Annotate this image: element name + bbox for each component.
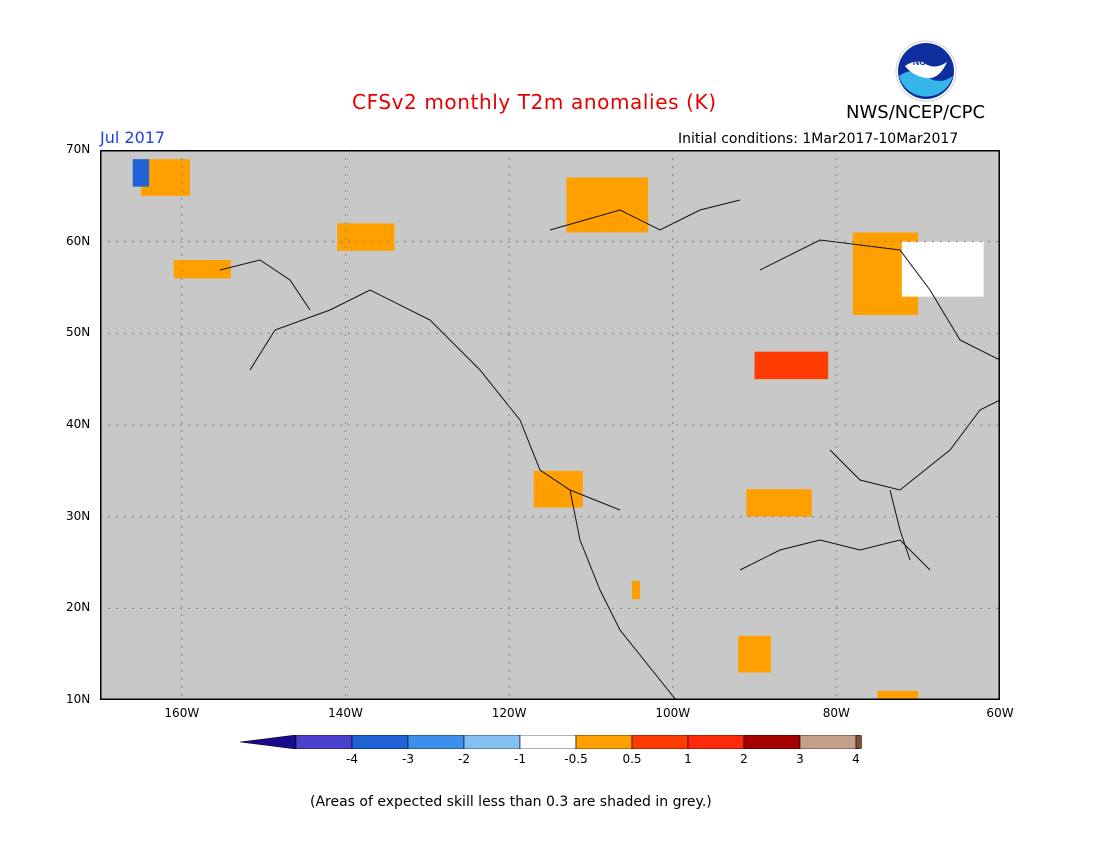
chart-title: CFSv2 monthly T2m anomalies (K) bbox=[352, 90, 717, 114]
anomaly-region bbox=[140, 159, 190, 196]
colorbar-label: 3 bbox=[796, 752, 804, 766]
anomaly-region bbox=[533, 470, 583, 508]
coastline bbox=[759, 239, 1000, 361]
anomaly-region bbox=[738, 635, 771, 673]
initial-conditions: Initial conditions: 1Mar2017-10Mar2017 bbox=[678, 131, 959, 147]
longitude-label: 80W bbox=[822, 706, 850, 720]
longitude-label: 160W bbox=[164, 706, 200, 720]
colorbar-label: 4 bbox=[852, 752, 860, 766]
coastline bbox=[249, 289, 621, 511]
agency-label: NWS/NCEP/CPC bbox=[846, 102, 986, 123]
anomaly-region bbox=[173, 260, 231, 279]
colorbar-segment bbox=[687, 735, 745, 749]
longitude-label: 120W bbox=[491, 706, 527, 720]
anomaly-region bbox=[132, 159, 150, 187]
anomaly-layer bbox=[132, 159, 984, 700]
latitude-label: 30N bbox=[66, 508, 91, 523]
latitude-label: 50N bbox=[66, 325, 91, 340]
colorbar-segment bbox=[519, 735, 577, 749]
noaa-logo: NOAA bbox=[895, 40, 957, 102]
colorbar-segment bbox=[799, 735, 857, 749]
longitude-label: 140W bbox=[328, 706, 363, 720]
coastlines bbox=[219, 199, 1000, 700]
anomaly-region bbox=[631, 580, 640, 600]
colorbar-label: -2 bbox=[458, 752, 470, 766]
colorbar-segment bbox=[295, 735, 353, 749]
latitude-label: 70N bbox=[66, 142, 91, 156]
colorbar-segment bbox=[631, 735, 689, 749]
anomaly-region bbox=[901, 241, 984, 297]
coastline bbox=[889, 489, 911, 561]
anomaly-map bbox=[100, 150, 1000, 700]
colorbar-segment bbox=[351, 735, 409, 749]
colorbar-label: 0.5 bbox=[622, 752, 642, 766]
longitude-label: 100W bbox=[655, 706, 691, 720]
anomaly-region bbox=[877, 690, 919, 700]
anomaly-region bbox=[754, 351, 829, 380]
anomaly-region bbox=[746, 489, 812, 517]
colorbar-label: 2 bbox=[740, 752, 748, 766]
coastline bbox=[549, 199, 741, 231]
anomaly-region bbox=[337, 223, 395, 251]
colorbar-segment bbox=[575, 735, 633, 749]
latitude-label: 20N bbox=[66, 600, 91, 615]
colorbar-label: -0.5 bbox=[564, 752, 588, 766]
colorbar-segment bbox=[407, 735, 465, 749]
colorbar-segment bbox=[463, 735, 521, 749]
footnote: (Areas of expected skill less than 0.3 a… bbox=[310, 794, 712, 810]
latitude-label: 40N bbox=[66, 417, 91, 431]
colorbar-label: -4 bbox=[346, 752, 358, 766]
colorbar bbox=[240, 735, 862, 749]
colorbar-label: 1 bbox=[684, 752, 692, 766]
colorbar-segment bbox=[855, 735, 862, 749]
map-frame bbox=[100, 150, 1000, 700]
longitude-label: 60W bbox=[986, 706, 1014, 720]
latitude-label: 10N bbox=[66, 692, 91, 706]
colorbar-label: -1 bbox=[514, 752, 526, 766]
logo-text: NOAA bbox=[913, 57, 940, 67]
latitude-label: 60N bbox=[66, 233, 91, 248]
forecast-month: Jul 2017 bbox=[100, 128, 166, 147]
colorbar-label: -3 bbox=[402, 752, 414, 766]
colorbar-segment bbox=[240, 735, 297, 749]
coastline bbox=[829, 399, 1000, 491]
coastline bbox=[219, 259, 311, 311]
anomaly-region bbox=[566, 177, 649, 233]
coastline bbox=[569, 489, 677, 700]
colorbar-segment bbox=[743, 735, 801, 749]
graticule bbox=[100, 150, 1000, 700]
